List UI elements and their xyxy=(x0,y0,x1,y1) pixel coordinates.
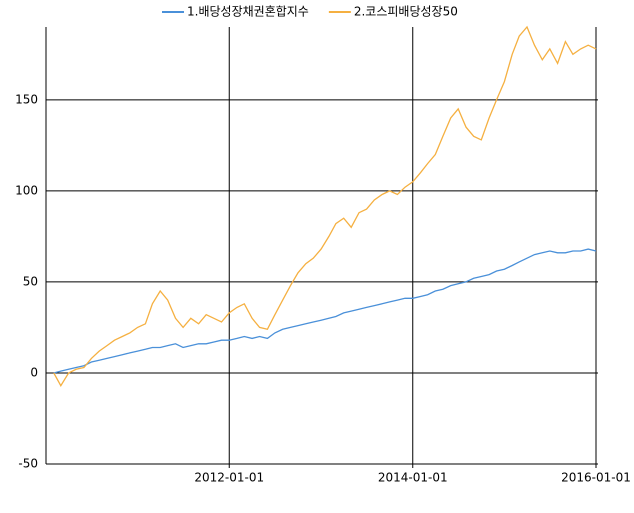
series-line xyxy=(53,25,597,387)
legend-label: 1.배당성장채권혼합지수 xyxy=(187,5,309,19)
series-line xyxy=(53,248,597,374)
x-tick-label: 2012-01-01 xyxy=(194,471,264,485)
y-tick-label: 50 xyxy=(23,274,38,288)
legend-label: 2.코스피배당성장50 xyxy=(354,5,458,19)
y-tick-label: 100 xyxy=(15,183,38,197)
y-tick-label: 150 xyxy=(15,92,38,106)
x-tick-label: 2014-01-01 xyxy=(378,471,448,485)
y-tick-label: -50 xyxy=(18,457,38,471)
y-tick-label: 0 xyxy=(30,365,38,379)
x-tick-label: 2016-01-01 xyxy=(561,471,631,485)
